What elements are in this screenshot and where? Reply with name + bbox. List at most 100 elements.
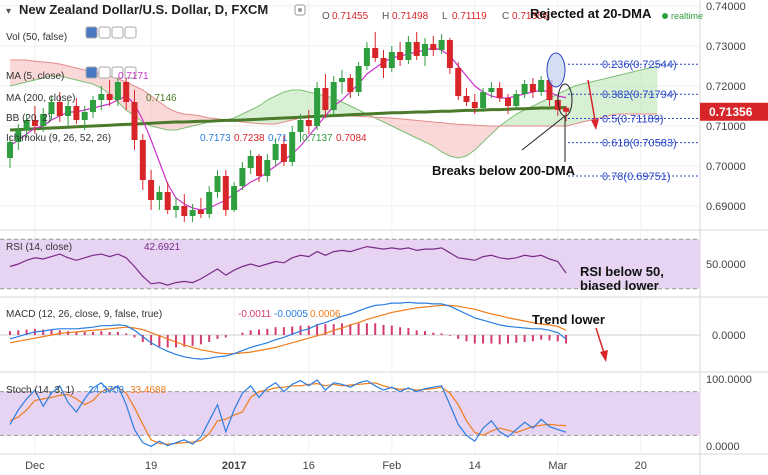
candle[interactable] bbox=[305, 120, 312, 126]
gear-icon[interactable] bbox=[85, 66, 98, 79]
indicator-legends[interactable]: Vol (50, false) MA (5, close) 0.7171 MA … bbox=[6, 26, 367, 144]
candle[interactable] bbox=[505, 98, 511, 106]
box-icon[interactable] bbox=[98, 26, 111, 39]
candle[interactable] bbox=[247, 156, 254, 168]
candle[interactable] bbox=[554, 100, 561, 110]
legend-bb[interactable]: BB (20, 2) bbox=[6, 113, 51, 124]
candle[interactable] bbox=[164, 192, 171, 210]
candle[interactable] bbox=[23, 120, 30, 130]
candle[interactable] bbox=[322, 88, 329, 110]
candle[interactable] bbox=[422, 44, 428, 56]
sma5-line[interactable] bbox=[9, 47, 567, 211]
candle[interactable] bbox=[40, 114, 47, 126]
candle[interactable] bbox=[181, 206, 188, 216]
candle[interactable] bbox=[65, 106, 72, 116]
candle[interactable] bbox=[397, 52, 404, 60]
candle[interactable] bbox=[347, 78, 354, 92]
candle[interactable] bbox=[73, 106, 80, 120]
candle[interactable] bbox=[463, 96, 470, 102]
candle[interactable] bbox=[529, 84, 536, 92]
candle[interactable] bbox=[206, 192, 213, 214]
candle[interactable] bbox=[7, 142, 13, 158]
candle[interactable] bbox=[496, 88, 503, 98]
candle[interactable] bbox=[330, 82, 337, 110]
candle[interactable] bbox=[413, 42, 420, 56]
candle[interactable] bbox=[231, 186, 238, 210]
macd-pane[interactable]: 0.0000 bbox=[0, 301, 746, 360]
candle[interactable] bbox=[256, 156, 262, 176]
rsi-line[interactable] bbox=[9, 245, 567, 286]
candle[interactable] bbox=[239, 168, 246, 186]
candle[interactable] bbox=[289, 132, 296, 162]
candle[interactable] bbox=[538, 80, 545, 92]
candle[interactable] bbox=[81, 112, 88, 120]
candle[interactable] bbox=[438, 40, 445, 50]
close-icon[interactable] bbox=[124, 66, 137, 79]
candle[interactable] bbox=[56, 102, 63, 116]
legend-ichimoku[interactable]: Ichimoku (9, 26, 52, 26) bbox=[6, 133, 111, 144]
candle[interactable] bbox=[280, 144, 287, 162]
candle[interactable] bbox=[189, 210, 196, 216]
candle[interactable] bbox=[563, 107, 570, 112]
candle[interactable] bbox=[355, 66, 362, 92]
macd-line[interactable] bbox=[9, 301, 567, 360]
candle[interactable] bbox=[139, 140, 146, 180]
fibonacci-levels[interactable]: 0.236(0.72544) 0.382(0.71794) 0.5(0.71189)… bbox=[568, 59, 700, 183]
eye-icon[interactable] bbox=[294, 4, 306, 16]
candle[interactable] bbox=[297, 120, 304, 132]
legend-macd[interactable]: MACD (12, 26, close, 9, false, true) bbox=[6, 309, 162, 320]
candle[interactable] bbox=[388, 52, 395, 68]
candle[interactable] bbox=[264, 160, 271, 176]
candle[interactable] bbox=[272, 144, 279, 160]
candle[interactable] bbox=[471, 102, 478, 108]
candle[interactable] bbox=[123, 82, 130, 102]
candle[interactable] bbox=[380, 58, 387, 68]
candle[interactable] bbox=[363, 48, 370, 66]
plus-icon[interactable] bbox=[111, 26, 124, 39]
legend-vol[interactable]: Vol (50, false) bbox=[6, 32, 67, 43]
candle[interactable] bbox=[31, 120, 38, 126]
candle[interactable] bbox=[446, 40, 453, 68]
plus-icon[interactable] bbox=[111, 66, 124, 79]
candle[interactable] bbox=[430, 44, 437, 50]
candle[interactable] bbox=[156, 192, 163, 200]
candle[interactable] bbox=[15, 130, 22, 142]
macd-signal-line[interactable] bbox=[9, 304, 567, 355]
candle[interactable] bbox=[521, 84, 528, 94]
candle[interactable] bbox=[90, 100, 96, 112]
stoch-pane[interactable]: 100.0000 0.0000 bbox=[0, 374, 752, 453]
legend-stoch[interactable]: Stoch (14, 3, 1) bbox=[6, 385, 74, 396]
candle[interactable] bbox=[197, 210, 204, 214]
candle[interactable] bbox=[480, 92, 487, 108]
candle[interactable] bbox=[148, 180, 155, 200]
candle[interactable] bbox=[48, 102, 55, 114]
gear-icon[interactable] bbox=[85, 26, 98, 39]
candle[interactable] bbox=[372, 48, 379, 58]
candle[interactable] bbox=[546, 80, 553, 100]
candle[interactable] bbox=[405, 42, 412, 60]
candle[interactable] bbox=[513, 94, 520, 106]
candle[interactable] bbox=[114, 82, 121, 100]
candle[interactable] bbox=[131, 102, 138, 140]
candle[interactable] bbox=[98, 94, 105, 100]
collapse-icon[interactable]: ▾ bbox=[6, 6, 11, 17]
legend-ma5[interactable]: MA (5, close) bbox=[6, 71, 64, 82]
candle[interactable] bbox=[106, 94, 113, 100]
close-icon[interactable] bbox=[124, 26, 137, 39]
candle[interactable] bbox=[314, 88, 321, 126]
rsi-pane[interactable]: 50.0000 bbox=[0, 238, 746, 290]
candle[interactable] bbox=[214, 176, 221, 192]
candle[interactable] bbox=[488, 88, 495, 92]
candle[interactable] bbox=[173, 206, 179, 210]
candle[interactable] bbox=[455, 68, 462, 96]
candle[interactable] bbox=[339, 78, 345, 82]
legend-rsi[interactable]: RSI (14, close) bbox=[6, 242, 72, 253]
sma200-line[interactable] bbox=[9, 106, 567, 132]
legend-ma200[interactable]: MA (200, close) bbox=[6, 93, 75, 104]
candlesticks[interactable] bbox=[7, 32, 570, 222]
candle[interactable] bbox=[222, 176, 229, 210]
stoch-k-line[interactable] bbox=[9, 379, 567, 448]
box-icon[interactable] bbox=[98, 66, 111, 79]
stoch-d-line[interactable] bbox=[9, 382, 567, 445]
